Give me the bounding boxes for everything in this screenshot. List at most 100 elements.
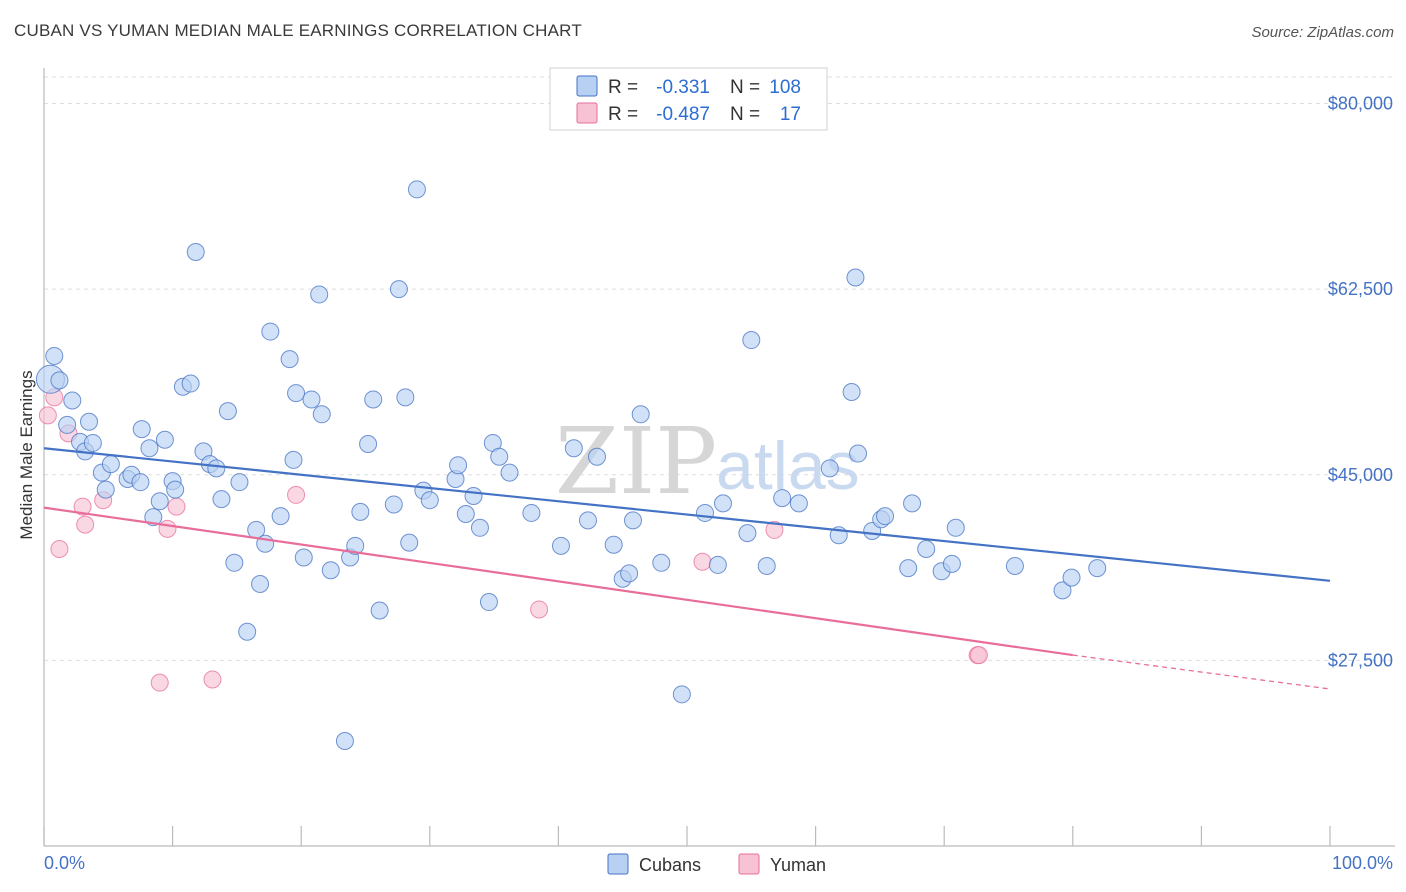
cubans-point	[479, 593, 498, 612]
x-axis-ticks	[43, 826, 1331, 846]
bottom-legend-label-cubans: Cubans	[639, 855, 701, 875]
cubans-point	[456, 505, 475, 524]
y-axis-label: Median Male Earnings	[17, 370, 36, 539]
cubans-point	[672, 685, 691, 704]
y-tick-label: $62,500	[1328, 279, 1393, 299]
cubans-point	[230, 473, 249, 492]
cubans-point	[132, 420, 151, 439]
cubans-point	[876, 507, 895, 526]
yuman-point	[969, 646, 988, 665]
cubans-point	[917, 540, 936, 559]
cubans-point	[587, 447, 606, 466]
cubans-point	[80, 412, 99, 431]
cubans-point	[522, 503, 541, 522]
cubans-point	[144, 508, 163, 527]
bottom-legend-swatch-cubans	[607, 853, 629, 875]
yuman-point	[50, 540, 69, 559]
yuman-trend-extension	[1072, 654, 1331, 690]
cubans-point	[131, 473, 150, 492]
cubans-point	[302, 390, 321, 409]
legend-r-label-cubans: R =	[608, 77, 638, 98]
bottom-legend-swatch-yuman	[738, 853, 760, 875]
cubans-point	[738, 524, 757, 543]
cubans-point	[287, 384, 306, 403]
cubans-point	[351, 502, 370, 521]
cubans-point	[238, 622, 257, 641]
cubans-point	[623, 511, 642, 530]
cubans-point	[364, 390, 383, 409]
cubans-point	[708, 555, 727, 574]
cubans-point	[490, 447, 509, 466]
cubans-point	[564, 439, 583, 458]
cubans-point	[1062, 568, 1081, 587]
cubans-point	[321, 561, 340, 580]
cubans-point	[903, 494, 922, 513]
legend-n-value-cubans: 108	[769, 77, 801, 98]
cubans-point	[155, 430, 174, 449]
cubans-point	[500, 463, 519, 482]
cubans-point	[218, 402, 237, 421]
cubans-point	[150, 492, 169, 511]
cubans-point	[1005, 556, 1024, 575]
cubans-trend-line	[43, 447, 1331, 582]
bottom-legend-label-yuman: Yuman	[770, 855, 826, 875]
cubans-point	[271, 507, 290, 526]
cubans-point	[96, 480, 115, 499]
cubans-point	[400, 533, 419, 552]
cubans-point	[820, 459, 839, 478]
cubans-point	[696, 503, 715, 522]
legend-n-value-yuman: 17	[780, 104, 801, 125]
cubans-point	[389, 280, 408, 299]
cubans-point	[773, 489, 792, 508]
cubans-point	[1088, 559, 1107, 578]
y-tick-label: $80,000	[1328, 94, 1393, 114]
yuman-point	[203, 670, 222, 689]
cubans-point	[312, 405, 331, 424]
cubans-point	[181, 374, 200, 393]
cubans-point	[251, 575, 270, 594]
cubans-point	[58, 415, 77, 434]
cubans-point	[166, 480, 185, 499]
x-tick-label-max: 100.0%	[1332, 853, 1393, 873]
correlation-legend: R = -0.331 N = 108 R = -0.487 N = 17	[549, 67, 828, 131]
cubans-point	[714, 494, 733, 513]
yuman-point	[38, 406, 57, 425]
cubans-point	[83, 433, 102, 452]
cubans-point	[294, 548, 313, 567]
series-legend: Cubans Yuman	[607, 853, 826, 875]
yuman-point	[150, 673, 169, 692]
y-tick-label: $27,500	[1328, 650, 1393, 670]
cubans-point	[464, 486, 483, 505]
cubans-point	[335, 731, 354, 750]
cubans-point	[407, 180, 426, 199]
cubans-point	[842, 383, 861, 402]
yuman-point	[73, 497, 92, 516]
cubans-point	[384, 495, 403, 514]
cubans-point	[359, 434, 378, 453]
cubans-point	[420, 491, 439, 510]
cubans-point	[63, 391, 82, 410]
yuman-point	[530, 600, 549, 619]
cubans-point	[310, 285, 329, 304]
cubans-point	[1053, 581, 1072, 600]
cubans-point	[212, 490, 231, 509]
cubans-point	[946, 518, 965, 537]
legend-n-label-yuman: N =	[730, 104, 760, 125]
yuman-point	[765, 520, 784, 539]
yuman-point	[167, 497, 186, 516]
yuman-series	[38, 388, 988, 692]
cubans-point	[757, 556, 776, 575]
watermark: ZIP atlas	[555, 408, 860, 515]
legend-n-label-cubans: N =	[730, 77, 760, 98]
cubans-point	[346, 536, 365, 555]
cubans-point	[470, 518, 489, 537]
cubans-point	[396, 388, 415, 407]
cubans-point	[846, 268, 865, 287]
watermark-zip: ZIP	[555, 408, 717, 515]
cubans-point	[652, 553, 671, 572]
cubans-point	[186, 243, 205, 262]
cubans-series	[35, 180, 1107, 750]
yuman-point	[158, 519, 177, 538]
yuman-trend-line	[43, 506, 1073, 657]
